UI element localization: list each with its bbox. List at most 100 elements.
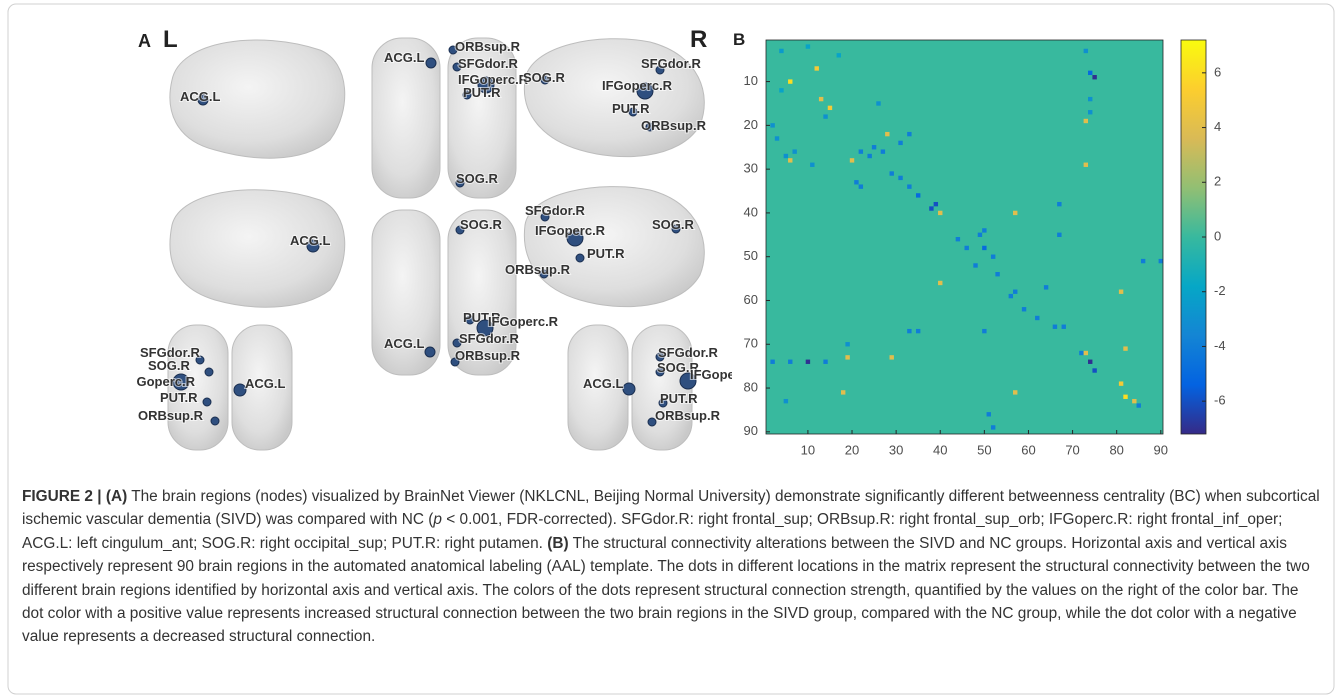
matrix-cell [907,328,912,334]
matrix-cell [1092,75,1097,80]
matrix-cell [880,149,886,154]
y-tick-label: 40 [744,204,758,219]
matrix-cell [1088,70,1093,76]
side-label: L [163,26,178,53]
node-dot [540,212,550,222]
matrix-cell [827,105,833,111]
side-label: R [690,26,707,53]
matrix-cell [907,131,912,137]
node-dot [658,398,668,408]
matrix-cell [1088,96,1093,102]
node-dot [455,178,465,188]
node-dot [655,367,665,377]
node-label: SFGdor.R [525,203,586,218]
matrix-cell [1083,118,1089,124]
matrix-cell [1088,359,1093,364]
node-label: SFGdor.R [458,56,519,71]
panel-ref: (B) [547,534,569,552]
node-label: PUT.R [463,85,501,100]
panel-letter: B [733,30,745,49]
matrix-cell [805,359,811,364]
node-label: PUT.R [463,310,501,325]
matrix-cell [845,342,850,347]
matrix-cell [1013,210,1018,216]
matrix-cell [1057,232,1062,237]
matrix-cell [783,153,789,159]
node-label: SFGdor.R [140,345,201,360]
node-dot [566,229,584,247]
colorbar-tick-label: -2 [1214,283,1226,298]
node-label: SFGdor.R [641,56,702,71]
node-label: IFGoperc.R [535,223,606,238]
nodes: ACG.LACG.LORBsup.RSFGdor.RIFGoperc.RPUT.… [137,38,732,427]
matrix-cell [1088,110,1093,115]
node-dot [204,367,214,377]
matrix-cell [840,390,846,395]
matrix-cell [854,180,859,185]
node-dot [424,346,436,358]
matrix-cell [986,412,991,417]
node-dot [671,224,681,234]
matrix-cell [1021,307,1027,312]
matrix-cell [858,184,864,189]
matrix-cell [995,272,1000,277]
node-label: PUT.R [160,390,198,405]
node-dot [172,373,190,391]
matrix-cell [871,145,877,150]
node-label: SOG.R [657,360,700,375]
matrix-cell [779,88,784,93]
matrix-cell [770,359,775,364]
matrix-cell [915,328,921,334]
node-dot [622,382,636,396]
matrix-cell [783,398,789,404]
node-label: ACG.L [384,50,425,65]
x-tick-label: 30 [889,442,903,457]
node-dot [233,383,247,397]
matrix-cell [818,96,824,102]
node-dot [647,417,657,427]
node-label: SFGdor.R [658,345,719,360]
matrix-cell [982,228,987,233]
node-label: ACG.L [245,376,286,391]
node-label: IFGoperc.R [488,314,559,329]
matrix-cell [788,79,793,84]
matrix-cell [774,136,780,141]
matrix-cell [1123,346,1128,351]
matrix-cell [876,101,881,106]
node-label: ACG.L [290,233,331,248]
matrix-cell [885,131,890,137]
y-tick-label: 80 [744,379,758,394]
colorbar-tick-label: 6 [1214,64,1221,79]
node-dot [462,90,472,100]
matrix-cell [849,158,855,163]
matrix-cell [982,328,987,334]
node-label: ORBsup.R [505,262,571,277]
node-dot [628,107,638,117]
matrix-cell [973,263,978,268]
node-label: ORBsup.R [641,118,707,133]
matrix-cell [1057,201,1062,207]
node-dot [540,75,550,85]
matrix-cell [990,425,996,430]
node-dot [645,122,655,132]
matrix-cell [1118,381,1124,386]
caption: FIGURE 2 | (A) The brain regions (nodes)… [22,485,1322,649]
matrix-cell [982,245,987,251]
node-dot [197,94,209,106]
matrix-cell [1008,293,1014,299]
matrix-cell [1118,289,1124,294]
matrix-cell [779,48,784,54]
node-dot [425,57,437,69]
node-dot [655,65,665,75]
matrix-cell [814,66,819,71]
matrix-cell [1083,48,1089,54]
matrix-cell [955,237,961,242]
node-label: PUT.R [587,246,625,261]
matrix-cell [1079,350,1084,356]
matrix-cell [915,193,921,198]
matrix-cell [788,359,793,364]
node-dot [450,357,460,367]
node-dot [202,397,212,407]
matrix-cell [1013,390,1018,395]
node-label: ORBsup.R [455,348,521,363]
